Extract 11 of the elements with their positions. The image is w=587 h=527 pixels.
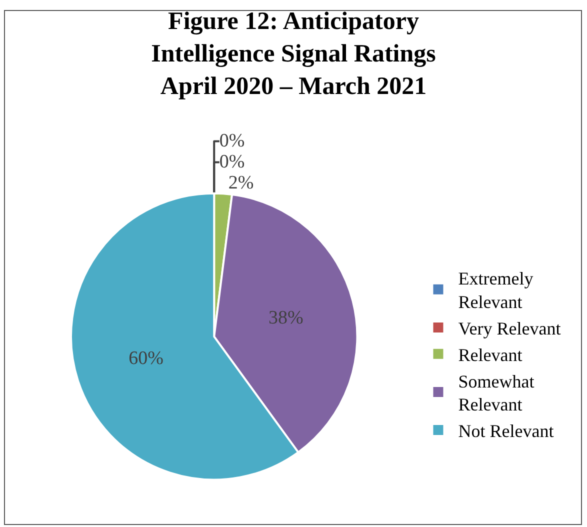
legend-label: Not Relevant: [458, 421, 554, 442]
data-label: 60%: [128, 348, 164, 370]
legend-label: Extremely Relevant: [458, 268, 534, 312]
chart-title: Figure 12: Anticipatory Intelligence Signal Ratings April 2020 – March 2021: [151, 8, 436, 100]
legend-label: Very Relevant: [458, 318, 561, 338]
text: 0%: [219, 130, 245, 152]
data-label: 2%: [228, 172, 254, 194]
data-label: 38%: [268, 308, 304, 329]
legend-label: Relevant: [458, 344, 522, 365]
text: 0%: [219, 152, 245, 173]
legend-label: Somewhat Relevant: [458, 371, 534, 415]
